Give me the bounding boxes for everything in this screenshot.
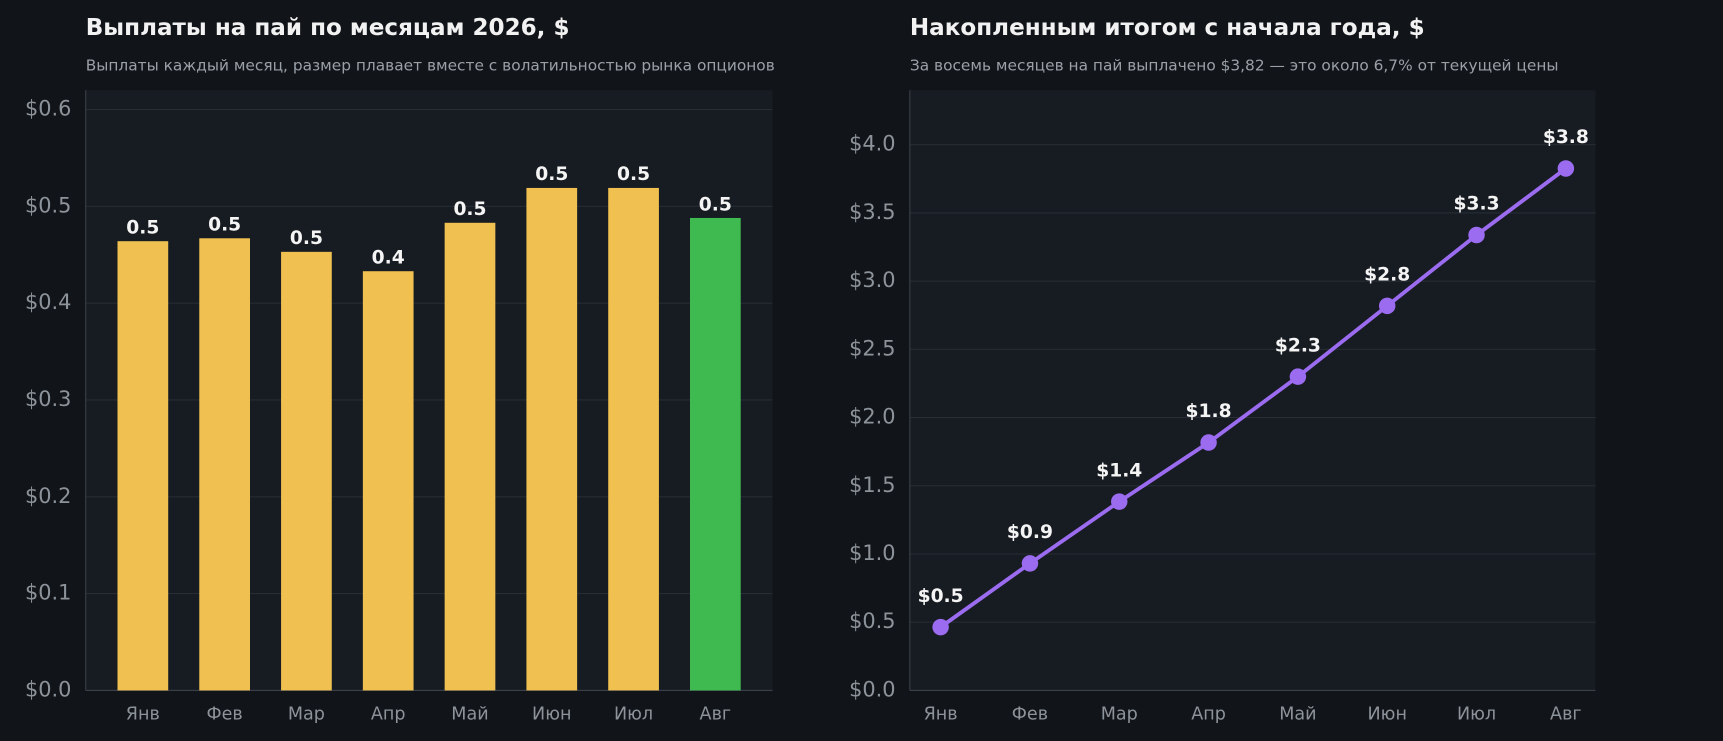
x-tick-label: Авг [700, 705, 732, 725]
x-tick-label: Апр [1191, 705, 1226, 725]
point [932, 618, 949, 636]
y-tick-label: $1.0 [849, 541, 895, 565]
chart-subtitle: Выплаты каждый месяц, размер плавает вме… [86, 56, 775, 74]
value-label: $3.3 [1454, 194, 1500, 215]
line [939, 166, 1568, 629]
x-tick-label: Июн [532, 705, 571, 725]
value-label: 0.5 [290, 228, 323, 249]
y-tick-label: $0.0 [849, 677, 895, 701]
x-tick-label: Мар [1101, 705, 1138, 725]
point [1468, 226, 1485, 244]
value-label: 0.5 [699, 194, 732, 215]
x-tick-label: Май [1279, 705, 1316, 725]
value-label: $1.4 [1096, 460, 1142, 481]
point [1557, 160, 1575, 177]
y-tick-label: $0.5 [25, 193, 71, 217]
value-label: $1.8 [1186, 401, 1232, 422]
x-tick-label: Янв [924, 705, 958, 725]
value-label: $2.3 [1275, 335, 1321, 356]
point [1289, 368, 1307, 385]
bar [526, 187, 578, 691]
y-tick-label: $2.5 [849, 336, 895, 360]
x-tick-label: Июл [614, 705, 653, 725]
value-label: $3.8 [1543, 127, 1589, 148]
y-tick-label: $0.5 [849, 609, 895, 633]
point [1378, 297, 1396, 315]
x-tick-label: Апр [371, 705, 406, 725]
y-tick-label: $2.0 [849, 405, 895, 429]
x-tick-label: Янв [126, 705, 160, 725]
value-label: 0.4 [372, 248, 405, 269]
chart-title: Выплаты на пай по месяцам 2026, $ [86, 15, 570, 41]
value-label: $0.9 [1007, 522, 1053, 543]
bar [117, 241, 169, 691]
value-label: 0.5 [617, 164, 650, 185]
y-tick-label: $0.3 [25, 387, 71, 411]
value-label: 0.5 [208, 215, 241, 236]
y-tick-label: $3.5 [849, 200, 895, 224]
y-tick-label: $1.5 [849, 473, 895, 497]
x-tick-label: Июл [1457, 705, 1496, 725]
value-label: 0.5 [126, 217, 159, 238]
x-tick-label: Июн [1368, 705, 1407, 725]
value-label: $2.8 [1364, 265, 1410, 286]
y-tick-label: $0.6 [25, 97, 71, 121]
point [1021, 555, 1039, 572]
x-tick-label: Май [451, 705, 488, 725]
bar [199, 238, 250, 691]
y-tick-label: $0.2 [25, 484, 71, 508]
bar [608, 187, 659, 691]
x-tick-label: Авг [1550, 705, 1582, 725]
point [1200, 434, 1217, 451]
bar [689, 217, 741, 691]
value-label: 0.5 [535, 164, 568, 185]
bar [444, 222, 496, 691]
y-tick-label: $0.4 [25, 290, 71, 314]
plot-area [909, 90, 1596, 691]
chart-title: Накопленным итогом с начала года, $ [910, 15, 1425, 41]
x-tick-label: Фев [1012, 705, 1048, 725]
value-label: $0.5 [918, 586, 964, 607]
x-tick-label: Фев [206, 705, 242, 725]
point [1111, 493, 1128, 510]
x-tick-label: Мар [288, 705, 325, 725]
y-tick-label: $4.0 [849, 132, 895, 156]
y-tick-label: $0.1 [25, 581, 71, 605]
value-label: 0.5 [453, 199, 486, 220]
y-tick-label: $3.0 [849, 268, 895, 292]
plot-area [85, 90, 773, 691]
chart-subtitle: За восемь месяцев на пай выплачено $3,82… [910, 56, 1559, 74]
y-tick-label: $0.0 [25, 677, 71, 701]
bar [281, 251, 332, 691]
bar [362, 271, 414, 691]
